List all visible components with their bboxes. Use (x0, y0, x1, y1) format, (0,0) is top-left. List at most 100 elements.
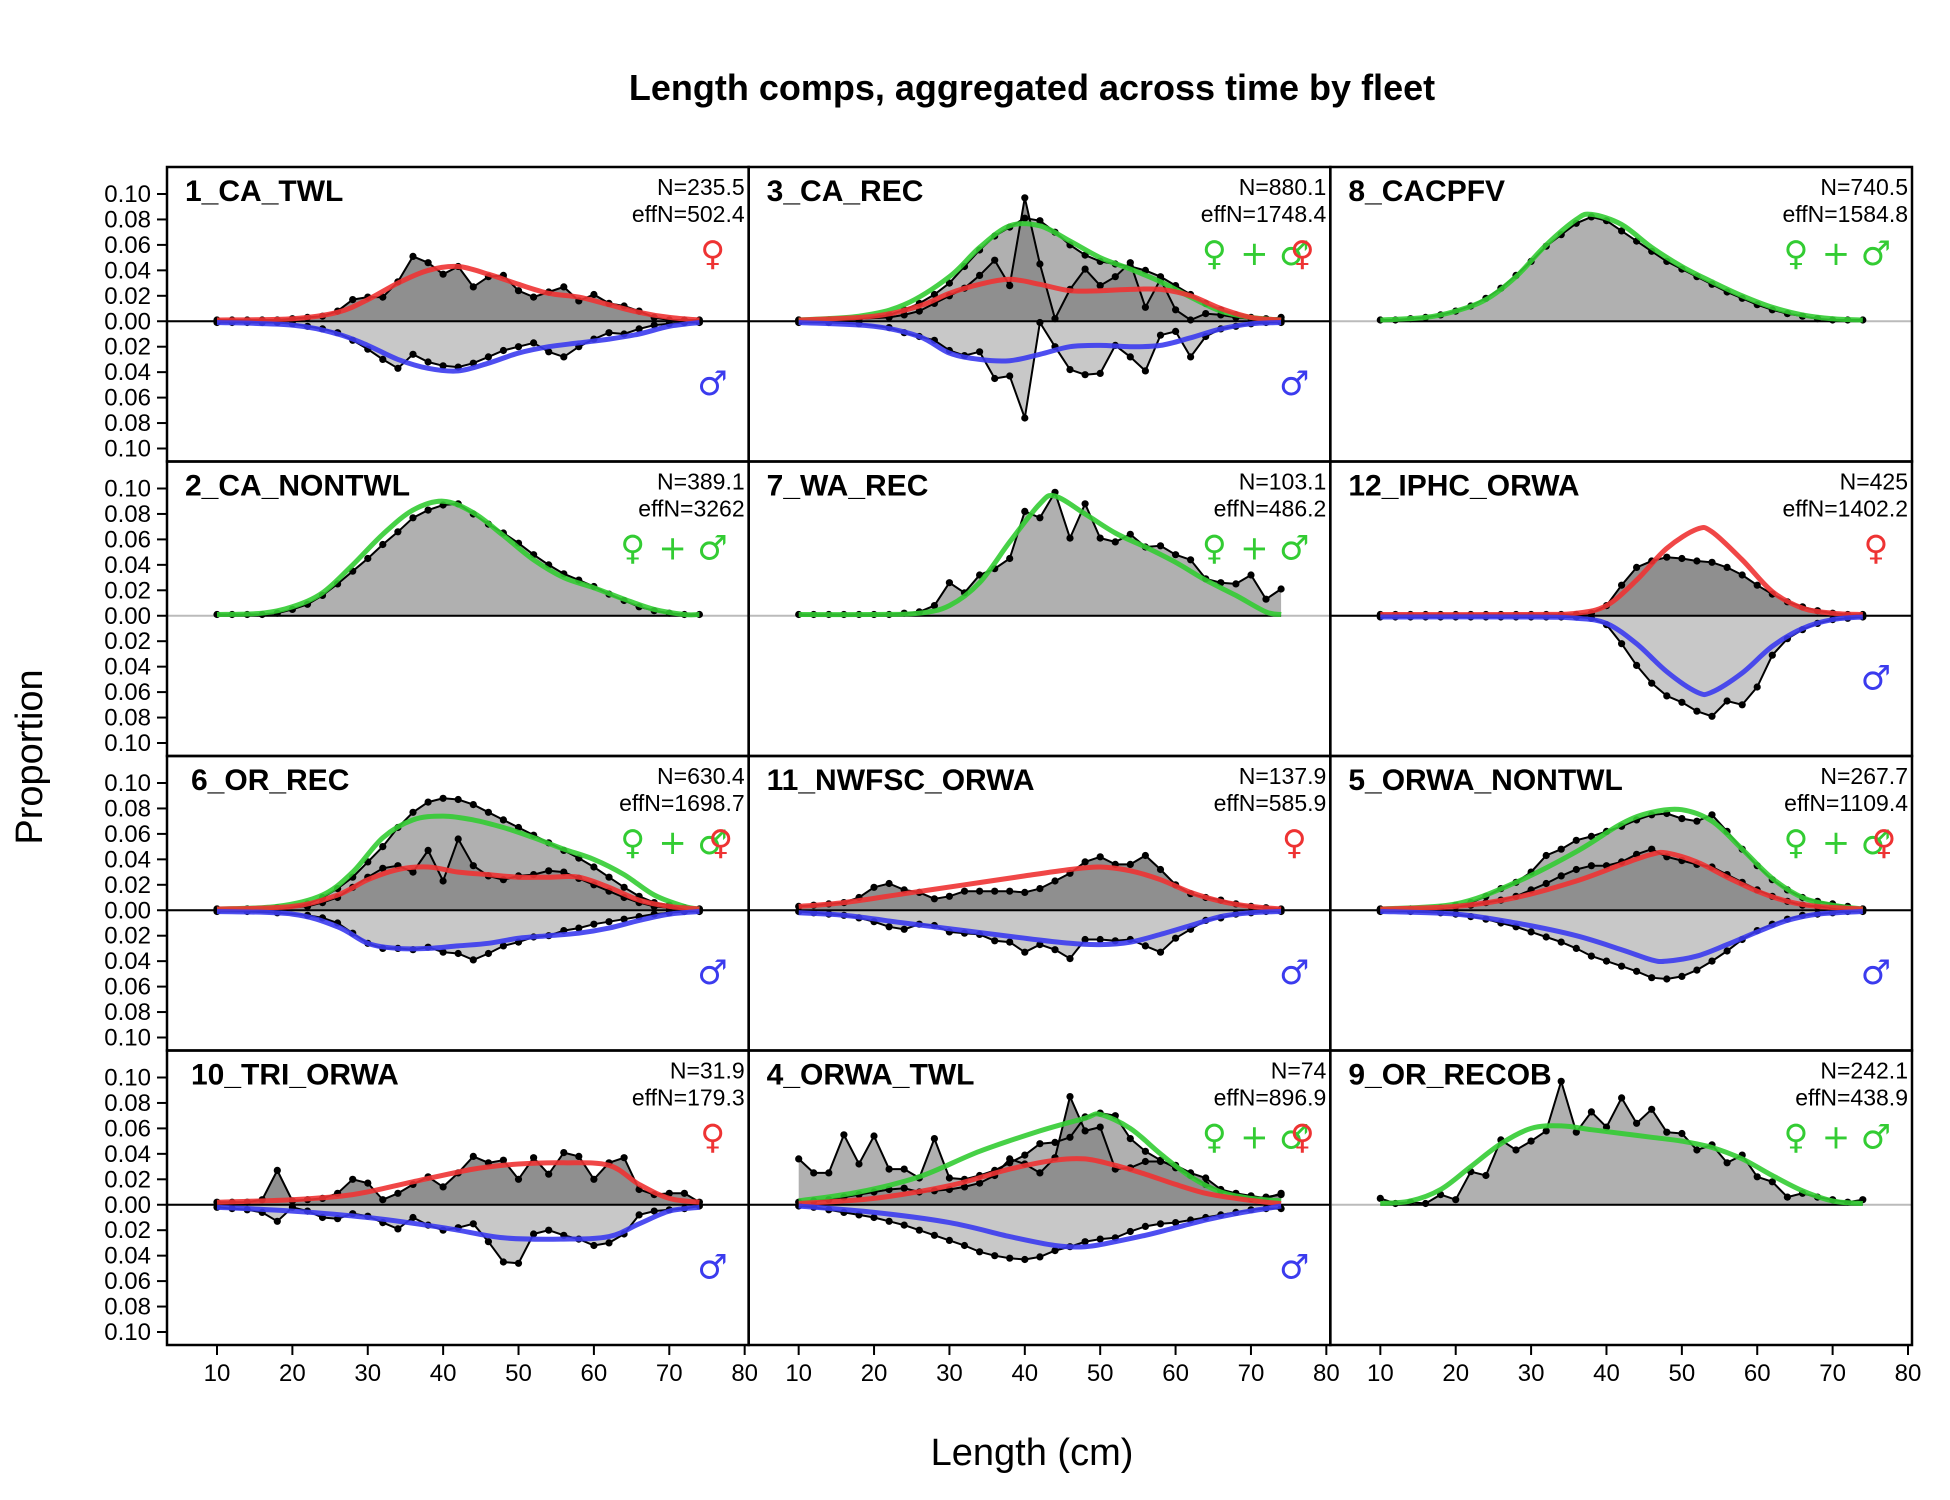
observed-female-point (1126, 860, 1134, 869)
observed-female-point (1587, 862, 1595, 870)
observed-male-point (1172, 934, 1180, 942)
observed-male-point (1678, 972, 1686, 981)
x-tick-label: 40 (1593, 1360, 1620, 1387)
observed-female-point (1202, 1174, 1210, 1182)
observed-male-point (394, 364, 402, 372)
y-tick-label: 0.04 (104, 1243, 151, 1270)
observed-total-point (1036, 217, 1044, 225)
observed-male-point (514, 1259, 523, 1267)
combined-sex-legend: ♀ + ♂♀ (1202, 1118, 1315, 1158)
expected-female-curve (798, 276, 1282, 323)
female-symbol: ♀ (1290, 1118, 1315, 1158)
female-symbol: ♀ (1784, 234, 1809, 274)
observed-male-point (1066, 366, 1074, 374)
observed-male-point (1172, 1219, 1180, 1227)
observed-female-point (1021, 194, 1029, 202)
y-tick-label: 0.08 (104, 410, 151, 437)
observed-point (1783, 1193, 1791, 1201)
n-label: N=425 (1840, 469, 1908, 495)
combined-sex-legend: ♀ + ♂ (1784, 1118, 1892, 1158)
observed-female-point (379, 1196, 387, 1204)
observed-male-point (590, 1241, 598, 1250)
n-label: N=31.9 (670, 1058, 745, 1084)
observed-male-point (439, 948, 447, 956)
x-tick-label: 30 (936, 1360, 963, 1387)
observed-male-point (439, 362, 447, 370)
observed-male-point (409, 350, 417, 358)
observed-male-point (1738, 701, 1746, 709)
observed-total-point (469, 801, 477, 809)
observed-male-point (1006, 1254, 1014, 1262)
combined-sex-legend: ♀ + ♂ (1202, 529, 1310, 569)
observed-female-point (1618, 581, 1626, 589)
observed-male-point (1693, 966, 1701, 974)
observed-female-point (499, 1156, 507, 1164)
observed-male-point (991, 1252, 999, 1260)
observed-female-point (469, 283, 477, 291)
male-symbol: ♂ (1861, 234, 1891, 274)
y-tick-label: 0.10 (104, 1319, 151, 1346)
observed-male-area (1380, 615, 1863, 717)
female-symbol: ♀ (620, 823, 645, 863)
observed-male-point (1618, 640, 1626, 648)
effn-label: effN=1402.2 (1782, 496, 1908, 522)
observed-male-point (454, 949, 462, 958)
x-tick-label: 60 (581, 1360, 608, 1387)
observed-point (1723, 1159, 1731, 1167)
x-tick-label: 80 (1313, 1360, 1340, 1387)
expected-female-curve (798, 1156, 1282, 1206)
panel-plot-area (748, 1093, 1331, 1264)
observed-point (1678, 1129, 1686, 1138)
observed-male-area (217, 321, 700, 369)
observed-total-point (870, 1132, 878, 1140)
y-tick-label: 0.08 (104, 206, 151, 233)
observed-male-area (1380, 910, 1863, 979)
axes-group: 0.100.080.060.040.020.000.020.040.060.08… (104, 181, 1921, 1387)
observed-male-point (1723, 697, 1731, 705)
observed-male-point (1036, 941, 1044, 949)
x-tick-label: 70 (1238, 1360, 1265, 1387)
expected-male-curve (216, 1204, 700, 1242)
female-symbol: ♀ (1784, 823, 1809, 863)
n-label: N=137.9 (1239, 763, 1327, 789)
observed-male-point (379, 355, 387, 363)
observed-female-point (945, 892, 954, 900)
observed-total-point (1051, 1138, 1059, 1146)
plus-symbol: + (1822, 234, 1851, 274)
observed-male-point (605, 329, 613, 337)
observed-male-point (1708, 957, 1716, 965)
observed-area (1380, 216, 1863, 322)
observed-male-point (1572, 944, 1580, 953)
female-symbol: ♀ (1202, 1118, 1227, 1158)
expected-male-curve (1380, 614, 1863, 698)
observed-male-point (605, 918, 613, 926)
female-symbol: ♀ (708, 823, 733, 863)
expected-curve (798, 493, 1282, 618)
observed-female-point (1542, 879, 1550, 888)
plus-symbol: + (1822, 823, 1851, 863)
observed-total-point (590, 863, 598, 871)
observed-total-point (409, 808, 417, 816)
observed-total-point (605, 873, 613, 881)
male-symbol: ♂ (1279, 1248, 1309, 1288)
observed-female-point (930, 895, 939, 903)
observed-point (1557, 1077, 1565, 1085)
observed-male-point (1141, 942, 1149, 950)
observed-total-point (885, 1165, 893, 1173)
observed-total-point (930, 1135, 939, 1143)
observed-male-point (1156, 1220, 1165, 1228)
observed-female-point (991, 887, 999, 895)
observed-male-point (530, 1230, 538, 1238)
observed-female-point (1572, 865, 1580, 874)
observed-male-point (469, 1220, 477, 1228)
observed-male-point (1648, 974, 1656, 982)
observed-female-point (1557, 872, 1565, 880)
observed-female-point (439, 270, 447, 278)
panel-border (1329, 1049, 1914, 1347)
observed-female-point (349, 1175, 357, 1183)
observed-area (217, 503, 700, 616)
observed-female-point (379, 864, 387, 872)
effn-label: effN=486.2 (1214, 496, 1327, 522)
observed-male-point (1602, 957, 1611, 965)
